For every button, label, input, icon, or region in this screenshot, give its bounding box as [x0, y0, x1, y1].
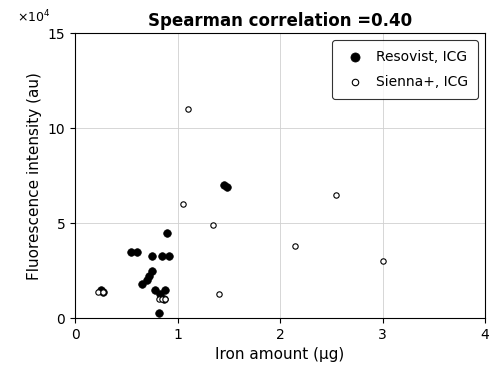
- Sienna+, ICG: [158, 296, 166, 302]
- Resovist, ICG: [161, 287, 169, 293]
- Resovist, ICG: [151, 287, 159, 293]
- Sienna+, ICG: [378, 258, 386, 264]
- Sienna+, ICG: [214, 290, 222, 296]
- Resovist, ICG: [156, 290, 164, 296]
- Resovist, ICG: [160, 296, 168, 302]
- Sienna+, ICG: [178, 201, 186, 207]
- Sienna+, ICG: [332, 192, 340, 198]
- Legend: Resovist, ICG, Sienna+, ICG: Resovist, ICG, Sienna+, ICG: [332, 40, 478, 99]
- Resovist, ICG: [163, 230, 171, 236]
- Resovist, ICG: [222, 184, 230, 190]
- Resovist, ICG: [155, 310, 163, 316]
- Resovist, ICG: [138, 281, 145, 287]
- Resovist, ICG: [148, 253, 156, 259]
- Resovist, ICG: [145, 273, 153, 279]
- Sienna+, ICG: [292, 243, 300, 249]
- Resovist, ICG: [132, 249, 140, 255]
- Resovist, ICG: [143, 277, 151, 283]
- X-axis label: Iron amount (μg): Iron amount (μg): [216, 347, 344, 363]
- Resovist, ICG: [98, 289, 106, 295]
- Sienna+, ICG: [98, 289, 106, 295]
- Resovist, ICG: [158, 253, 166, 259]
- Sienna+, ICG: [94, 289, 102, 295]
- Text: $\times10^4$: $\times10^4$: [16, 9, 50, 25]
- Sienna+, ICG: [210, 222, 218, 228]
- Sienna+, ICG: [161, 296, 169, 302]
- Resovist, ICG: [220, 182, 228, 188]
- Resovist, ICG: [96, 287, 104, 293]
- Resovist, ICG: [166, 253, 173, 259]
- Sienna+, ICG: [184, 106, 192, 112]
- Resovist, ICG: [128, 249, 136, 255]
- Title: Spearman correlation =0.40: Spearman correlation =0.40: [148, 12, 412, 30]
- Sienna+, ICG: [155, 296, 163, 302]
- Resovist, ICG: [148, 268, 156, 274]
- Y-axis label: Fluorescence intensity (au): Fluorescence intensity (au): [27, 72, 42, 280]
